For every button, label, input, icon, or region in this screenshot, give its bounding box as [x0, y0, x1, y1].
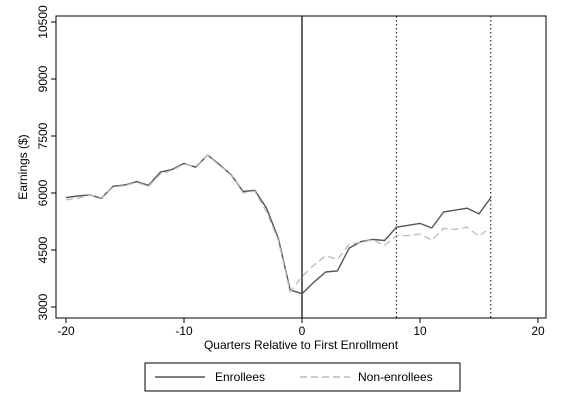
series-group [65, 154, 492, 295]
y-tick-label-3000: 3000 [36, 293, 50, 320]
reference-lines [301, 16, 492, 318]
y-tick-label-10500: 10500 [36, 5, 50, 39]
series-line-enrollees [65, 154, 492, 295]
y-tick-label-6000: 6000 [36, 179, 50, 206]
x-axis-title: Quarters Relative to First Enrollment [204, 338, 399, 352]
x-tick-label--20: -20 [57, 324, 75, 338]
x-tick-label-0: 0 [299, 324, 306, 338]
y-tick-label-7500: 7500 [36, 122, 50, 149]
y-tick-label-4500: 4500 [36, 236, 50, 263]
series-line-non-enrollees [65, 154, 492, 293]
plot-frame [55, 15, 547, 319]
legend: Enrollees Non-enrollees [144, 362, 461, 392]
x-tick-label--10: -10 [175, 324, 193, 338]
legend-label-enrollees: Enrollees [215, 370, 265, 384]
y-axis: 3000 4500 6000 7500 9000 10500 [36, 5, 56, 320]
y-axis-title: Earnings ($) [16, 134, 30, 199]
x-axis: -20 -10 0 10 20 [57, 318, 545, 338]
x-tick-label-10: 10 [413, 324, 427, 338]
y-tick-label-9000: 9000 [36, 65, 50, 92]
legend-label-non-enrollees: Non-enrollees [358, 370, 433, 384]
x-tick-label-20: 20 [531, 324, 545, 338]
